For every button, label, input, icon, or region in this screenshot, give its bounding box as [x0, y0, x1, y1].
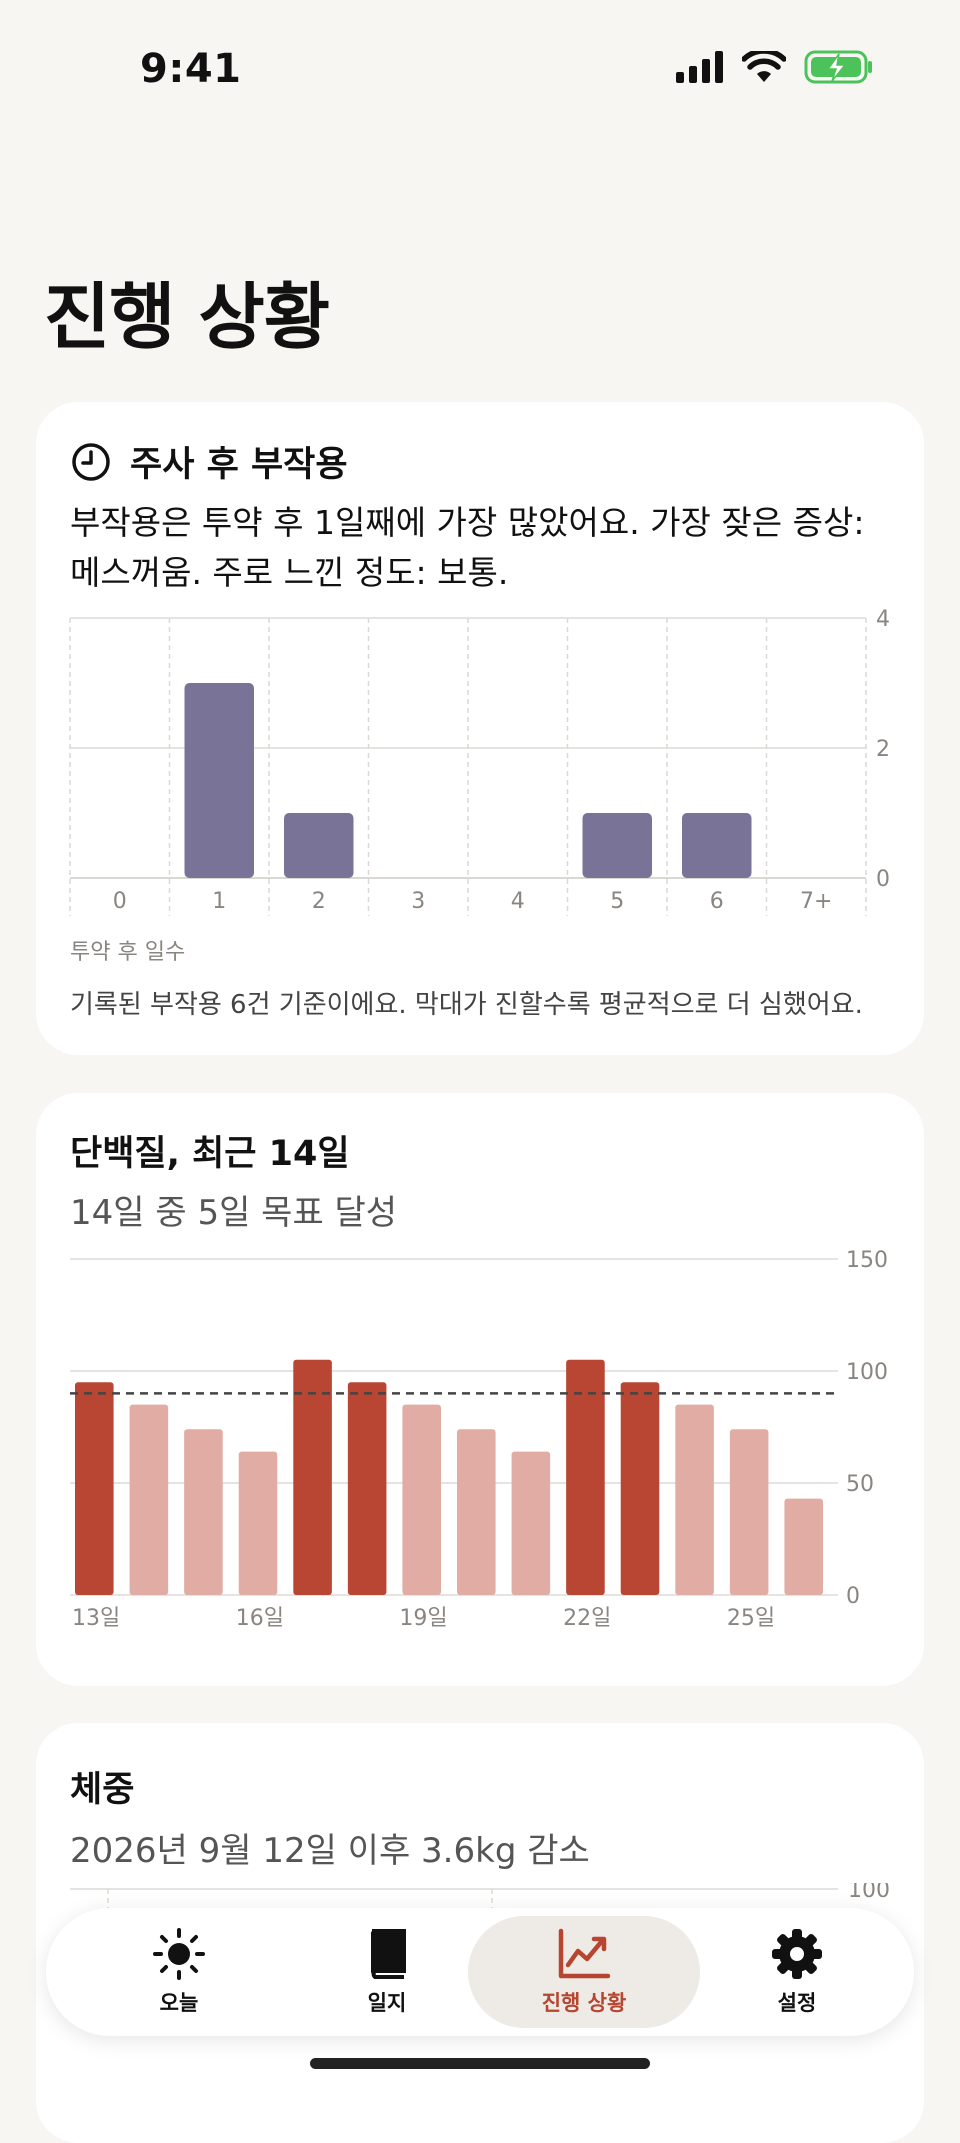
- protein-bar: [620, 1382, 660, 1595]
- side-effects-x-axis-caption: 투약 후 일수: [70, 940, 186, 965]
- tab-progress-label: 진행 상황: [541, 1991, 627, 2015]
- page-title: 진행 상황: [44, 275, 330, 359]
- se-bar: [682, 813, 752, 878]
- cellular-signal-icon: [676, 51, 723, 83]
- protein-bar: [729, 1429, 769, 1595]
- tab-settings[interactable]: 설정: [694, 1908, 900, 2036]
- se-x-tick-label: 0: [113, 889, 127, 914]
- protein-bar: [402, 1404, 441, 1595]
- protein-bar: [75, 1382, 114, 1595]
- status-icons: [676, 50, 874, 84]
- wifi-icon: [742, 51, 786, 82]
- protein-title: 단백질, 최근 14일: [70, 1134, 350, 1174]
- se-bar: [582, 813, 652, 878]
- protein-x-tick-label: 13일: [72, 1606, 120, 1631]
- weight-title: 체중: [70, 1770, 135, 1810]
- battery-charging-icon: [804, 50, 872, 84]
- tab-settings-label: 설정: [777, 1991, 817, 2015]
- tab-journal-label: 일지: [367, 1991, 407, 2015]
- side-effects-header: 주사 후 부작용: [70, 436, 348, 487]
- protein-bar: [347, 1382, 387, 1595]
- clock-icon: [72, 442, 110, 481]
- weight-subtitle: 2026년 9월 12일 이후 3.6kg 감소: [70, 1831, 590, 1871]
- chart-line-icon: [558, 1928, 611, 1979]
- side-effects-footnote: 기록된 부작용 6건 기준이에요. 막대가 진할수록 평균적으로 더 심했어요.: [70, 990, 863, 1020]
- se-x-tick-label: 5: [610, 889, 624, 914]
- home-indicator: [310, 2058, 650, 2069]
- tab-progress[interactable]: 진행 상황: [468, 1916, 700, 2028]
- protein-x-tick-label: 16일: [236, 1606, 284, 1631]
- tab-today[interactable]: 오늘: [76, 1908, 282, 2036]
- protein-bar: [457, 1429, 496, 1595]
- se-y-tick-label: 4: [876, 607, 890, 632]
- gear-icon: [772, 1929, 822, 1979]
- se-y-tick-label: 2: [876, 737, 890, 762]
- tab-today-label: 오늘: [159, 1991, 199, 2015]
- protein-y-tick-label: 150: [846, 1248, 888, 1273]
- side-effects-title: 주사 후 부작용: [130, 445, 348, 485]
- protein-card[interactable]: 단백질, 최근 14일 14일 중 5일 목표 달성 0 50 100 150 13일 1…: [36, 1093, 924, 1686]
- protein-bar: [238, 1451, 278, 1595]
- protein-subtitle: 14일 중 5일 목표 달성: [70, 1193, 398, 1233]
- tab-bar: 오늘 일지 진행 상황 설정: [46, 1908, 914, 2036]
- se-y-tick-label: 0: [876, 867, 890, 892]
- se-x-tick-label: 3: [411, 889, 425, 914]
- side-effects-chart: 0 2 4 0 1 2 3 4 5 6 7+: [69, 607, 890, 916]
- protein-x-tick-label: 25일: [727, 1606, 775, 1631]
- protein-x-tick-label: 22일: [563, 1606, 611, 1631]
- se-bar: [284, 813, 354, 878]
- protein-chart: 0 50 100 150 13일 16일 19일 22일 25일: [70, 1248, 888, 1631]
- protein-bar: [129, 1404, 169, 1595]
- protein-x-tick-label: 19일: [399, 1606, 447, 1631]
- se-x-tick-label: 6: [710, 889, 724, 914]
- se-x-tick-label: 7+: [800, 889, 832, 914]
- status-bar: 9:41: [0, 0, 960, 140]
- protein-bar: [184, 1429, 223, 1595]
- status-time: 9:41: [140, 46, 242, 92]
- weight-y-tick-label: 100: [848, 1883, 890, 1903]
- protein-y-tick-label: 0: [846, 1584, 860, 1609]
- se-x-tick-label: 4: [511, 889, 525, 914]
- protein-bar: [293, 1359, 332, 1595]
- protein-bar: [675, 1404, 714, 1595]
- tab-journal[interactable]: 일지: [284, 1908, 490, 2036]
- side-effects-card[interactable]: 주사 후 부작용 부작용은 투약 후 1일째에 가장 많았어요. 가장 잦은 증…: [36, 402, 924, 1055]
- side-effects-summary: 부작용은 투약 후 1일째에 가장 많았어요. 가장 잦은 증상: 메스꺼움. …: [70, 503, 865, 592]
- se-x-tick-label: 2: [312, 889, 326, 914]
- book-icon: [370, 1929, 406, 1979]
- protein-bar: [566, 1359, 605, 1595]
- protein-bar: [511, 1451, 551, 1595]
- protein-y-tick-label: 50: [846, 1472, 874, 1497]
- se-bar: [184, 683, 254, 878]
- protein-bar: [784, 1498, 823, 1595]
- se-x-tick-label: 1: [212, 889, 226, 914]
- protein-y-tick-label: 100: [846, 1360, 888, 1385]
- sun-icon: [153, 1928, 205, 1980]
